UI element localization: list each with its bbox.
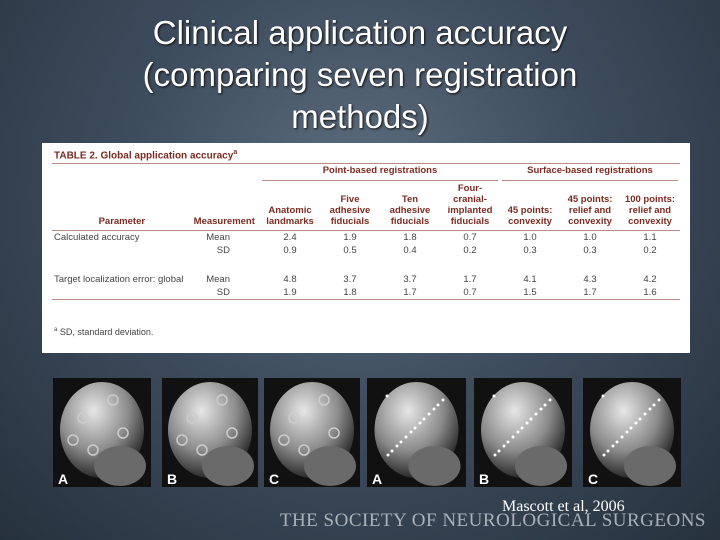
cell-value: 0.7 bbox=[463, 232, 477, 243]
caption-mark: a bbox=[233, 149, 238, 156]
column-head: 45 points: convexity bbox=[500, 182, 560, 231]
caption-text: TABLE 2. Global application accuracy bbox=[54, 150, 234, 162]
parameter-blank bbox=[52, 286, 192, 300]
cell-value: 0.9 bbox=[283, 245, 297, 256]
table-row: Target localization error: global Mean 4.8… bbox=[52, 273, 680, 286]
cell-value: 0.7 bbox=[440, 286, 500, 300]
accuracy-table: Point-based registrations Surface-based … bbox=[52, 163, 680, 300]
head-image: A bbox=[53, 378, 151, 487]
group-label: Point-based registrations bbox=[262, 165, 498, 181]
head-image: A bbox=[367, 378, 466, 487]
table-row: SD 1.9 1.8 1.7 0.7 1.5 1.7 1.6 bbox=[52, 286, 680, 300]
footnote: a SD, standard deviation. bbox=[54, 327, 153, 337]
cell-value: 4.1 bbox=[523, 274, 537, 285]
group-head: Surface-based registrations bbox=[500, 163, 680, 182]
group-head: Point-based registrations bbox=[260, 163, 500, 182]
title-line: (comparing seven registration bbox=[142, 56, 578, 93]
cell-value: 1.8 bbox=[403, 232, 417, 243]
parameter: Target localization error: global bbox=[54, 274, 184, 285]
footer: THE SOCIETY OF NEUROLOGICAL SURGEONS bbox=[279, 510, 706, 531]
measurement: SD bbox=[191, 286, 260, 300]
head-render bbox=[270, 382, 356, 486]
footnote-mark: a bbox=[54, 327, 58, 333]
cell-value: 1.8 bbox=[320, 286, 380, 300]
cell-value: 1.5 bbox=[500, 286, 560, 300]
column-head: Measurement bbox=[191, 182, 260, 231]
column-head: Parameter bbox=[52, 182, 192, 231]
cell-value: 1.6 bbox=[620, 286, 680, 300]
title-line: Clinical application accuracy bbox=[152, 14, 568, 51]
cell-value: 1.7 bbox=[560, 286, 620, 300]
head-image: B bbox=[162, 378, 258, 487]
cell-value: 0.3 bbox=[523, 245, 537, 256]
image-label: A bbox=[372, 471, 383, 487]
spacer-row bbox=[52, 257, 680, 273]
group-label: Surface-based registrations bbox=[502, 165, 678, 181]
footnote-text: SD, standard deviation. bbox=[59, 327, 154, 337]
column-head: Ten adhesive fiducials bbox=[380, 182, 440, 231]
cell-value: 1.0 bbox=[523, 232, 537, 243]
image-label: A bbox=[58, 471, 69, 487]
head-image: C bbox=[583, 378, 681, 487]
head-render bbox=[590, 382, 676, 486]
column-row: Parameter Measurement Anatomic landmarks Fi… bbox=[52, 182, 680, 231]
citation: Mascott et al, 2006 bbox=[502, 498, 625, 515]
cell-value: 0.2 bbox=[643, 245, 657, 256]
head-render bbox=[374, 382, 461, 486]
column-head: 45 points: relief and convexity bbox=[560, 182, 620, 231]
head-image: B bbox=[474, 378, 572, 487]
column-head: 100 points: relief and convexity bbox=[620, 182, 680, 231]
table-body: Calculated accuracy Mean 2.4 1.9 1.8 0.7 1.0 1.… bbox=[52, 231, 680, 300]
cell-value: 4.2 bbox=[643, 274, 657, 285]
parameter: Calculated accuracy bbox=[54, 232, 140, 243]
cell-value: 2.4 bbox=[283, 232, 297, 243]
column-head: Four-cranial-implanted fiducials bbox=[440, 182, 500, 231]
parameter-blank bbox=[52, 244, 192, 257]
head-render bbox=[481, 382, 567, 486]
image-label: C bbox=[588, 471, 599, 487]
blank-head bbox=[52, 163, 260, 182]
image-label: B bbox=[479, 471, 490, 487]
table-panel: TABLE 2. Global application accuracya Po… bbox=[42, 143, 690, 353]
measurement: Mean bbox=[206, 232, 230, 243]
title: Clinical application accuracy (comparing … bbox=[0, 12, 720, 138]
column-head: Anatomic landmarks bbox=[260, 182, 320, 231]
head-render bbox=[60, 382, 146, 486]
table-row: SD 0.9 0.5 0.4 0.2 0.3 0.3 0.2 bbox=[52, 244, 680, 257]
cell-value: 4.3 bbox=[583, 274, 597, 285]
measurement: Mean bbox=[206, 274, 230, 285]
head-render bbox=[168, 382, 254, 486]
cell-value: 0.4 bbox=[403, 245, 417, 256]
spacer bbox=[52, 257, 680, 273]
cell-value: 0.3 bbox=[583, 245, 597, 256]
group-row: Point-based registrations Surface-based … bbox=[52, 163, 680, 182]
cell-value: 1.9 bbox=[343, 232, 357, 243]
cell-value: 1.9 bbox=[260, 286, 320, 300]
cell-value: 3.7 bbox=[343, 274, 357, 285]
cell-value: 0.2 bbox=[463, 245, 477, 256]
measurement: SD bbox=[216, 245, 230, 256]
column-head: Five adhesive fiducials bbox=[320, 182, 380, 231]
table-row: Calculated accuracy Mean 2.4 1.9 1.8 0.7 1.0 1.… bbox=[52, 231, 680, 245]
table-caption: TABLE 2. Global application accuracya bbox=[54, 149, 237, 161]
title-line: methods) bbox=[291, 98, 429, 135]
cell-value: 4.8 bbox=[283, 274, 297, 285]
image-label: B bbox=[167, 471, 178, 487]
cell-value: 1.1 bbox=[643, 232, 657, 243]
cell-value: 1.7 bbox=[463, 274, 477, 285]
cell-value: 1.7 bbox=[380, 286, 440, 300]
image-label: C bbox=[269, 471, 280, 487]
cell-value: 0.5 bbox=[343, 245, 357, 256]
cell-value: 3.7 bbox=[403, 274, 417, 285]
head-image: C bbox=[264, 378, 360, 487]
cell-value: 1.0 bbox=[583, 232, 597, 243]
